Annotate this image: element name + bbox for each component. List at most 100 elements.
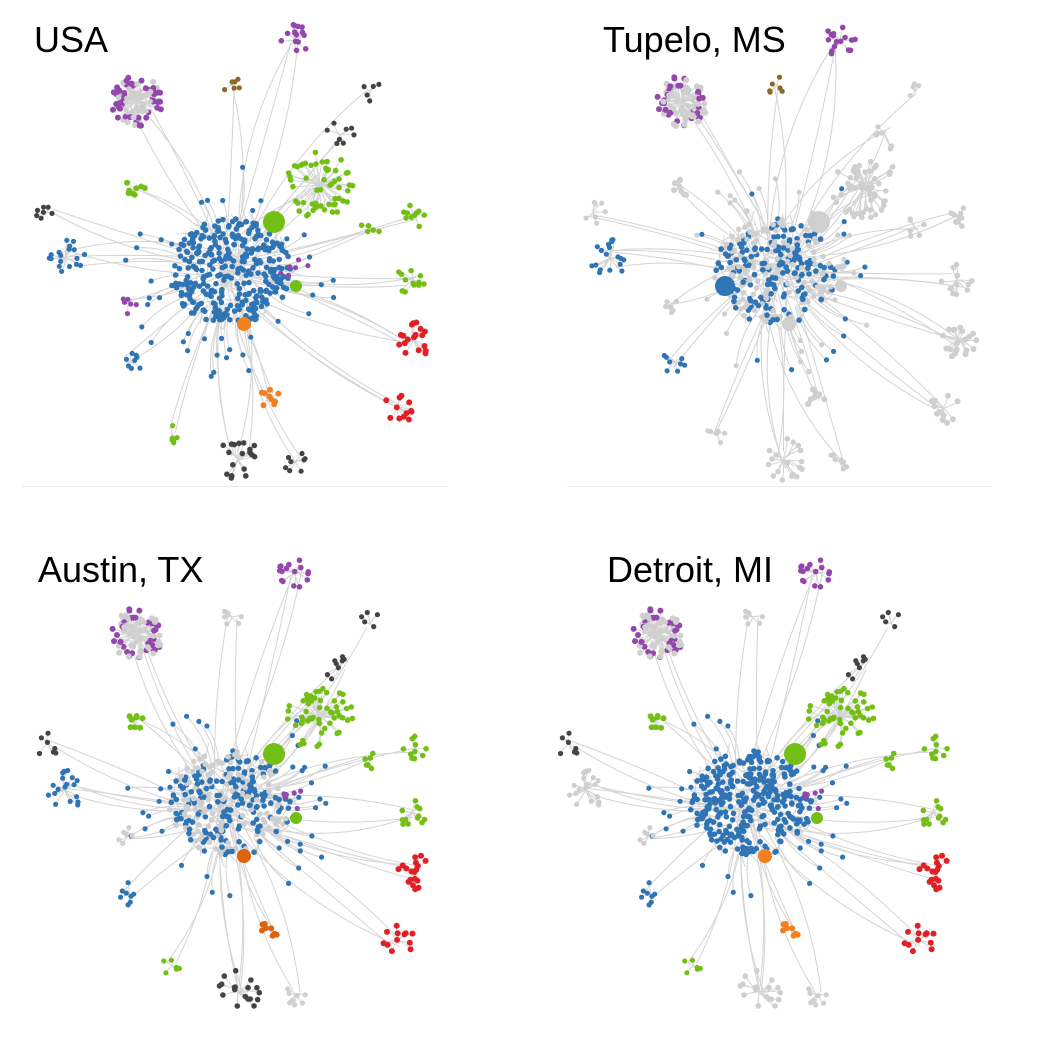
network-node bbox=[324, 127, 330, 133]
network-node bbox=[817, 557, 824, 563]
network-node bbox=[831, 452, 837, 458]
network-node bbox=[136, 122, 143, 129]
network-node bbox=[782, 803, 788, 809]
network-node bbox=[746, 262, 752, 269]
network-node bbox=[138, 183, 145, 190]
network-node bbox=[216, 308, 223, 314]
network-node bbox=[209, 287, 215, 294]
network-node bbox=[950, 264, 957, 271]
network-node bbox=[644, 831, 650, 837]
network-node bbox=[215, 799, 221, 805]
network-edge bbox=[788, 765, 847, 790]
network-node bbox=[868, 197, 874, 203]
network-node bbox=[199, 267, 205, 274]
network-node bbox=[733, 363, 739, 369]
network-node bbox=[293, 47, 300, 54]
network-node bbox=[849, 709, 855, 715]
network-node bbox=[126, 825, 132, 831]
network-node bbox=[861, 691, 867, 698]
network-node bbox=[838, 697, 844, 704]
network-node bbox=[840, 264, 846, 270]
network-node bbox=[163, 970, 169, 976]
network-node bbox=[340, 140, 346, 146]
network-node bbox=[731, 247, 737, 254]
network-node bbox=[267, 386, 273, 393]
network-node bbox=[124, 109, 130, 115]
network-node bbox=[340, 198, 346, 204]
network-node bbox=[667, 813, 673, 819]
network-node bbox=[694, 822, 700, 828]
network-node bbox=[843, 725, 849, 732]
network-node bbox=[219, 778, 225, 785]
network-node bbox=[760, 774, 767, 781]
network-node bbox=[331, 715, 338, 721]
network-node bbox=[907, 217, 913, 223]
network-node bbox=[125, 902, 131, 908]
network-node bbox=[56, 263, 62, 269]
network-node bbox=[710, 768, 717, 775]
network-node bbox=[187, 837, 194, 843]
network-node bbox=[638, 638, 645, 645]
network-node bbox=[219, 264, 226, 271]
network-node bbox=[114, 114, 121, 121]
network-node bbox=[247, 307, 253, 313]
network-node bbox=[169, 282, 175, 289]
network-node bbox=[741, 992, 747, 998]
network-node bbox=[596, 802, 602, 808]
network-node bbox=[178, 862, 185, 868]
network-node bbox=[806, 805, 813, 811]
network-node bbox=[637, 837, 643, 843]
network-node bbox=[417, 273, 424, 279]
network-node bbox=[396, 415, 403, 422]
network-node bbox=[172, 272, 179, 278]
network-node bbox=[328, 181, 335, 187]
network-node bbox=[213, 313, 219, 320]
network-node bbox=[290, 812, 302, 824]
network-node bbox=[728, 831, 735, 837]
network-node bbox=[410, 280, 417, 287]
network-node bbox=[790, 816, 797, 822]
network-node bbox=[399, 807, 406, 814]
network-node bbox=[255, 270, 261, 276]
network-edge bbox=[665, 814, 713, 830]
network-node bbox=[186, 285, 192, 292]
network-node bbox=[654, 93, 661, 100]
network-node bbox=[321, 176, 327, 183]
network-node bbox=[792, 270, 798, 276]
network-edge bbox=[658, 717, 763, 815]
network-node bbox=[278, 38, 285, 44]
network-node bbox=[822, 740, 828, 747]
network-node bbox=[681, 90, 687, 96]
network-node bbox=[132, 93, 138, 98]
network-node bbox=[125, 880, 131, 886]
network-node bbox=[756, 185, 762, 191]
network-node bbox=[276, 808, 282, 815]
network-node bbox=[214, 792, 220, 799]
network-node bbox=[855, 730, 861, 737]
network-node bbox=[124, 119, 131, 126]
network-node bbox=[227, 771, 233, 777]
network-node bbox=[680, 828, 686, 834]
network-edge bbox=[236, 311, 250, 371]
network-node bbox=[169, 241, 175, 247]
network-node bbox=[331, 698, 338, 704]
network-edge bbox=[267, 765, 326, 790]
network-node bbox=[680, 98, 686, 104]
network-node bbox=[201, 336, 208, 342]
network-node bbox=[602, 209, 608, 215]
network-node bbox=[269, 816, 276, 822]
network-node bbox=[769, 977, 775, 983]
network-node bbox=[225, 840, 231, 846]
network-edge bbox=[220, 269, 271, 402]
network-node bbox=[661, 810, 667, 816]
network-node bbox=[830, 194, 837, 201]
network-node bbox=[336, 176, 342, 182]
network-node bbox=[664, 368, 670, 374]
network-node bbox=[276, 567, 283, 574]
network-node bbox=[933, 886, 940, 893]
network-node bbox=[361, 84, 367, 90]
network-edge bbox=[125, 257, 191, 268]
network-node bbox=[282, 815, 289, 822]
network-node bbox=[723, 814, 730, 820]
network-node bbox=[319, 159, 326, 165]
